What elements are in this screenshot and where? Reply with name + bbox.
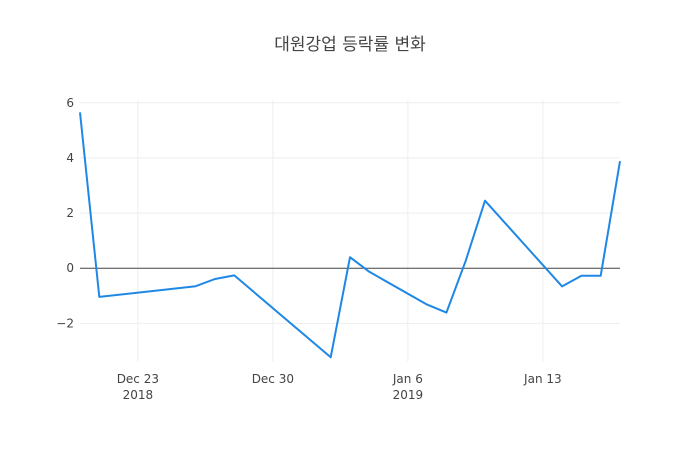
series-group	[79, 112, 621, 359]
axes: 6 4 2 0 −2 Dec 23 2018 Dec 30 Jan 6 2019 Jan 13	[56, 96, 620, 402]
y-tick-label: 2	[66, 206, 74, 220]
y-tick-label: 4	[66, 151, 74, 165]
y-tick-label: −2	[56, 316, 74, 330]
x-tick-label: Dec 30	[252, 372, 294, 386]
x-tick-label: Dec 23	[117, 372, 159, 386]
y-tick-label: 6	[66, 96, 74, 110]
y-tick-label: 0	[66, 261, 74, 275]
grid	[80, 100, 620, 362]
chart-title: 대원강업 등락률 변화	[274, 35, 426, 55]
x-tick-year-label: 2018	[123, 388, 154, 402]
x-tick-label: Jan 13	[523, 372, 562, 386]
x-tick-label: Jan 6	[392, 372, 423, 386]
series-line	[79, 112, 621, 359]
x-tick-year-label: 2019	[393, 388, 424, 402]
